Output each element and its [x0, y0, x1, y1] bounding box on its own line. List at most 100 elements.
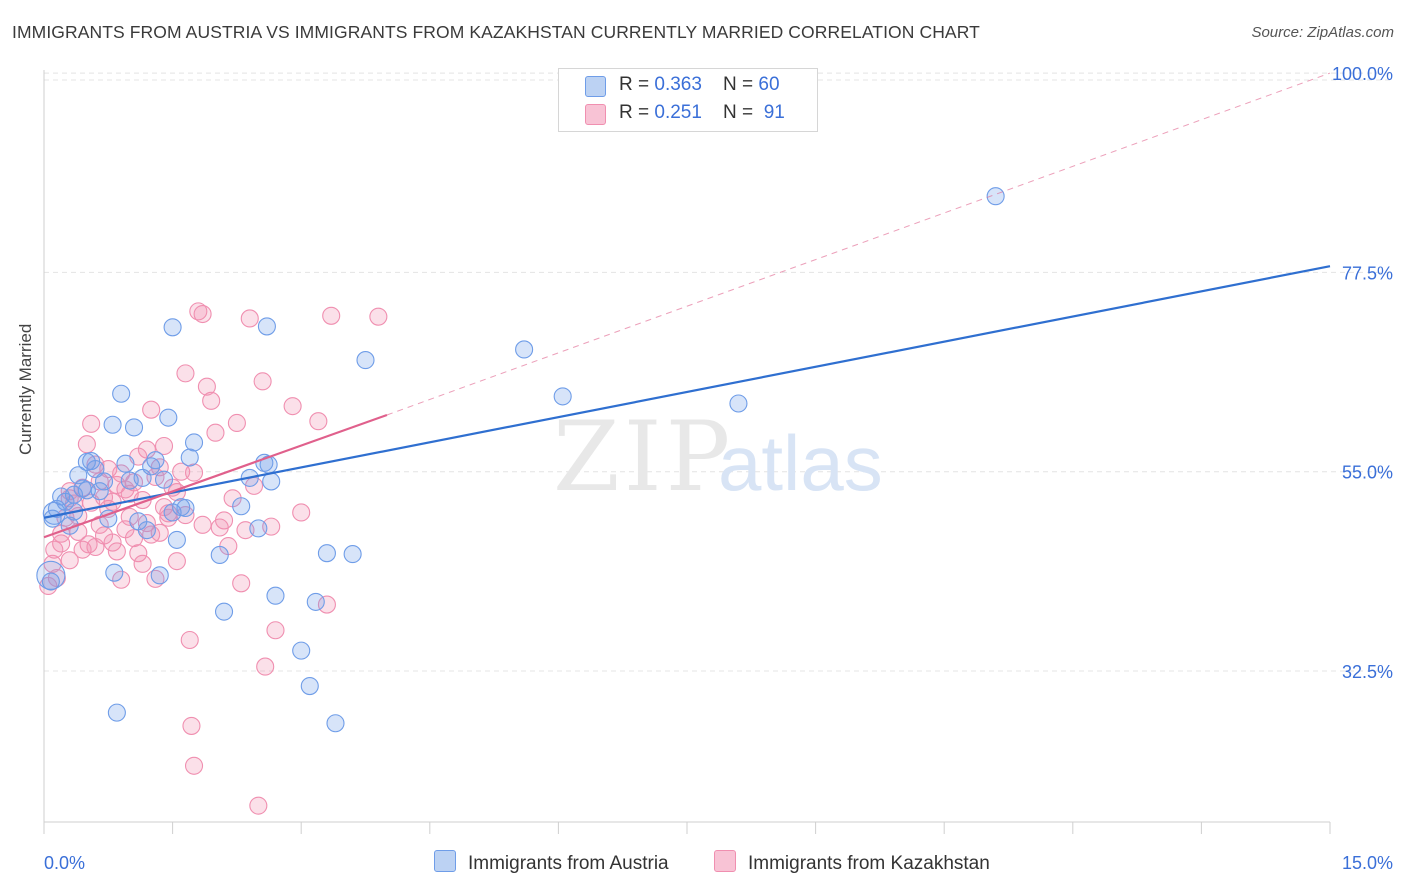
- austria-point: [159, 408, 178, 427]
- austria-trend-line: [43, 265, 1331, 519]
- legend-kazakhstan-n-value: 91: [763, 102, 785, 123]
- austria-point: [180, 448, 199, 467]
- kazakhstan-trend-extension: [386, 72, 1331, 416]
- kazakhstan-point: [172, 462, 191, 481]
- kazakhstan-point: [240, 309, 259, 328]
- y-tick-label: 100.0%: [1332, 64, 1393, 84]
- kazakhstan-point: [197, 377, 216, 396]
- kazakhstan-point: [266, 621, 285, 640]
- legend-swatch-kazakhstan: [585, 104, 606, 125]
- legend-austria-n-label: N =: [723, 74, 759, 95]
- kazakhstan-point: [52, 534, 71, 553]
- x-tick-label-max: 15.0%: [1342, 853, 1393, 873]
- kazakhstan-point: [249, 796, 268, 815]
- austria-point: [137, 521, 156, 540]
- austria-point: [184, 433, 204, 452]
- kazakhstan-point: [184, 463, 204, 482]
- kazakhstan-point: [283, 397, 302, 416]
- austria-point: [167, 530, 186, 549]
- austria-point: [36, 560, 66, 590]
- austria-point: [163, 318, 182, 337]
- austria-point: [326, 714, 345, 733]
- austria-point: [41, 572, 60, 591]
- austria-point: [86, 459, 105, 479]
- bottom-legend-austria: Immigrants from Austria: [434, 850, 669, 875]
- kazakhstan-point: [176, 364, 195, 383]
- austria-point: [292, 641, 311, 660]
- bottom-legend-kazakhstan: Immigrants from Kazakhstan: [714, 850, 990, 875]
- bottom-legend-label-kazakhstan: Immigrants from Kazakhstan: [748, 853, 990, 874]
- austria-point: [120, 471, 139, 490]
- austria-point: [214, 602, 234, 621]
- austria-point: [343, 545, 362, 564]
- austria-point: [107, 703, 126, 722]
- kazakhstan-point: [227, 413, 246, 433]
- y-tick-label: 77.5%: [1342, 263, 1393, 283]
- kazakhstan-point: [206, 423, 225, 442]
- kazakhstan-point: [193, 304, 212, 324]
- kazakhstan-point: [45, 540, 64, 559]
- y-tick-label: 55.0%: [1342, 463, 1393, 483]
- y-axis-label: Currently Married: [16, 323, 35, 455]
- legend-kazakhstan-r-label: R =: [619, 102, 655, 123]
- kazakhstan-point: [133, 554, 152, 573]
- kazakhstan-point: [292, 503, 311, 522]
- austria-point: [163, 503, 182, 522]
- austria-point: [266, 586, 285, 605]
- austria-point: [300, 677, 319, 696]
- chart-title: IMMIGRANTS FROM AUSTRIA VS IMMIGRANTS FR…: [12, 22, 980, 42]
- austria-point: [116, 454, 135, 473]
- legend-austria-n-value: 60: [758, 74, 780, 95]
- kazakhstan-point: [232, 574, 251, 593]
- x-tick-label-min: 0.0%: [44, 853, 85, 873]
- kazakhstan-point: [193, 515, 212, 534]
- kazakhstan-point: [43, 554, 62, 573]
- kazakhstan-point: [322, 306, 341, 325]
- kazakhstan-point: [182, 716, 201, 735]
- source-label: Source: ZipAtlas.com: [1251, 24, 1394, 41]
- austria-point: [553, 387, 572, 406]
- legend-kazakhstan-n-label: N =: [723, 102, 759, 123]
- austria-point: [112, 384, 131, 403]
- legend-austria-r-label: R =: [619, 74, 655, 95]
- legend-austria-r-value: 0.363: [654, 74, 702, 95]
- austria-point: [90, 482, 109, 501]
- legend-kazakhstan-r-value: 0.251: [654, 102, 702, 123]
- watermark-zip: ZIP: [553, 401, 734, 513]
- y-tick-label: 32.5%: [1342, 662, 1393, 682]
- kazakhstan-point: [214, 511, 234, 530]
- kazakhstan-point: [256, 657, 275, 676]
- legend-swatch-austria: [585, 76, 606, 97]
- austria-point: [210, 545, 229, 565]
- kazakhstan-point: [180, 630, 199, 650]
- austria-point: [515, 340, 534, 359]
- bottom-legend-label-austria: Immigrants from Austria: [468, 853, 669, 874]
- austria-point: [232, 497, 251, 516]
- austria-point: [150, 566, 169, 585]
- austria-point: [986, 187, 1005, 206]
- tick-labels: 32.5% 55.0% 77.5% 100.0% 0.0% 15.0%: [44, 64, 1393, 873]
- kazakhstan-point: [317, 595, 336, 614]
- austria-point: [257, 317, 276, 336]
- kazakhstan-point: [112, 570, 131, 589]
- kazakhstan-point: [253, 372, 272, 391]
- trend-lines: [43, 72, 1331, 539]
- kazakhstan-point: [107, 542, 126, 561]
- austria-point: [356, 351, 375, 370]
- bottom-legend-swatch-kazakhstan: [714, 850, 736, 872]
- austria-point: [103, 415, 122, 434]
- kazakhstan-point: [77, 435, 96, 454]
- austria-point: [77, 481, 96, 500]
- austria-point: [99, 509, 118, 528]
- kazakhstan-point: [309, 412, 328, 431]
- kazakhstan-point: [116, 520, 135, 539]
- austria-point: [249, 519, 268, 538]
- kazakhstan-point: [129, 544, 148, 563]
- austria-point: [154, 470, 174, 489]
- kazakhstan-point: [60, 551, 79, 570]
- kazakhstan-point: [103, 533, 122, 552]
- kazakhstan-trend-line: [43, 413, 388, 539]
- kazakhstan-point: [167, 552, 186, 571]
- austria-point: [317, 544, 336, 563]
